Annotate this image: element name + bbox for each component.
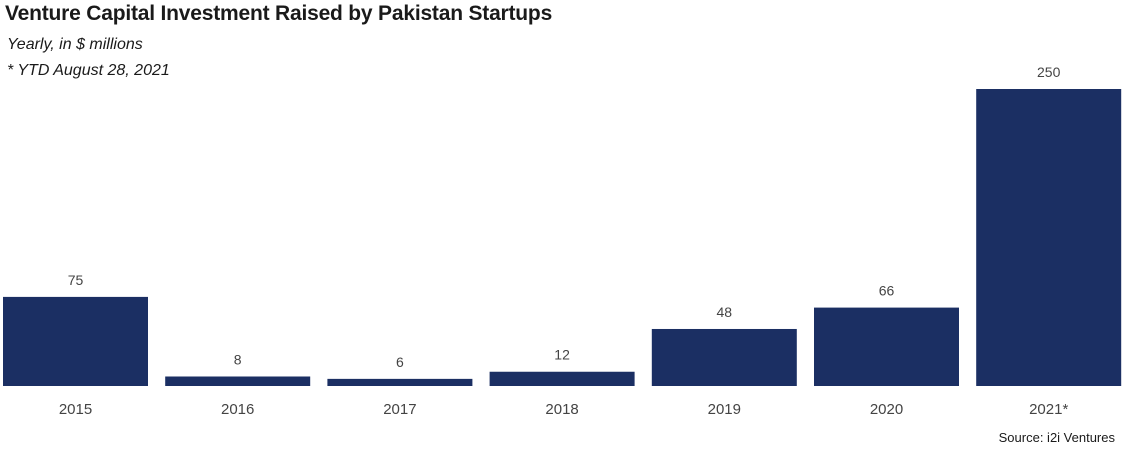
bar-2016 xyxy=(165,376,311,386)
bar-2018 xyxy=(489,371,635,386)
bar-2015 xyxy=(3,296,148,386)
data-label-2018: 12 xyxy=(554,347,570,363)
category-label-2015: 2015 xyxy=(59,401,92,418)
category-label-2016: 2016 xyxy=(221,401,254,418)
bar-2021* xyxy=(976,89,1122,386)
data-label-2017: 6 xyxy=(396,354,404,370)
category-label-2020: 2020 xyxy=(870,401,903,418)
bar-2019 xyxy=(651,328,797,386)
bar-2020 xyxy=(814,307,959,386)
chart-title: Venture Capital Investment Raised by Pak… xyxy=(5,2,553,25)
chart-note: * YTD August 28, 2021 xyxy=(7,62,170,79)
chart-source: Source: i2i Ventures xyxy=(998,430,1115,445)
data-label-2021*: 250 xyxy=(1037,64,1061,80)
category-label-2017: 2017 xyxy=(383,401,416,418)
data-label-2020: 66 xyxy=(879,283,895,299)
category-label-2019: 2019 xyxy=(708,401,741,418)
chart-subtitle: Yearly, in $ millions xyxy=(7,36,143,53)
category-label-2021*: 2021* xyxy=(1029,401,1068,418)
data-label-2016: 8 xyxy=(234,351,242,367)
data-label-2015: 75 xyxy=(68,272,84,288)
category-label-2018: 2018 xyxy=(545,401,578,418)
data-label-2019: 48 xyxy=(717,304,733,320)
bar-2017 xyxy=(327,378,473,386)
